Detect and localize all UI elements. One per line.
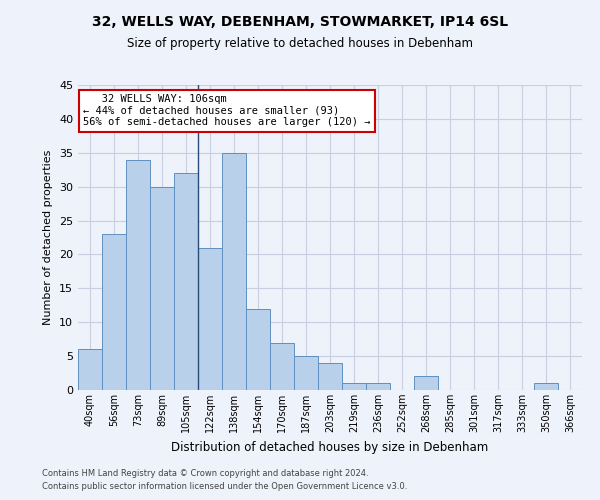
X-axis label: Distribution of detached houses by size in Debenham: Distribution of detached houses by size … bbox=[172, 440, 488, 454]
Text: Contains public sector information licensed under the Open Government Licence v3: Contains public sector information licen… bbox=[42, 482, 407, 491]
Bar bbox=[126, 160, 150, 390]
Bar bbox=[174, 173, 198, 390]
Bar bbox=[294, 356, 318, 390]
Text: Contains HM Land Registry data © Crown copyright and database right 2024.: Contains HM Land Registry data © Crown c… bbox=[42, 468, 368, 477]
Text: 32 WELLS WAY: 106sqm
← 44% of detached houses are smaller (93)
56% of semi-detac: 32 WELLS WAY: 106sqm ← 44% of detached h… bbox=[83, 94, 371, 128]
Bar bbox=[414, 376, 438, 390]
Y-axis label: Number of detached properties: Number of detached properties bbox=[43, 150, 53, 325]
Bar bbox=[318, 363, 342, 390]
Bar bbox=[78, 350, 102, 390]
Bar bbox=[270, 342, 294, 390]
Bar bbox=[342, 383, 366, 390]
Bar bbox=[534, 383, 558, 390]
Text: Size of property relative to detached houses in Debenham: Size of property relative to detached ho… bbox=[127, 38, 473, 51]
Bar bbox=[246, 308, 270, 390]
Bar bbox=[198, 248, 222, 390]
Text: 32, WELLS WAY, DEBENHAM, STOWMARKET, IP14 6SL: 32, WELLS WAY, DEBENHAM, STOWMARKET, IP1… bbox=[92, 15, 508, 29]
Bar bbox=[366, 383, 390, 390]
Bar bbox=[150, 186, 174, 390]
Bar bbox=[222, 153, 246, 390]
Bar bbox=[102, 234, 126, 390]
